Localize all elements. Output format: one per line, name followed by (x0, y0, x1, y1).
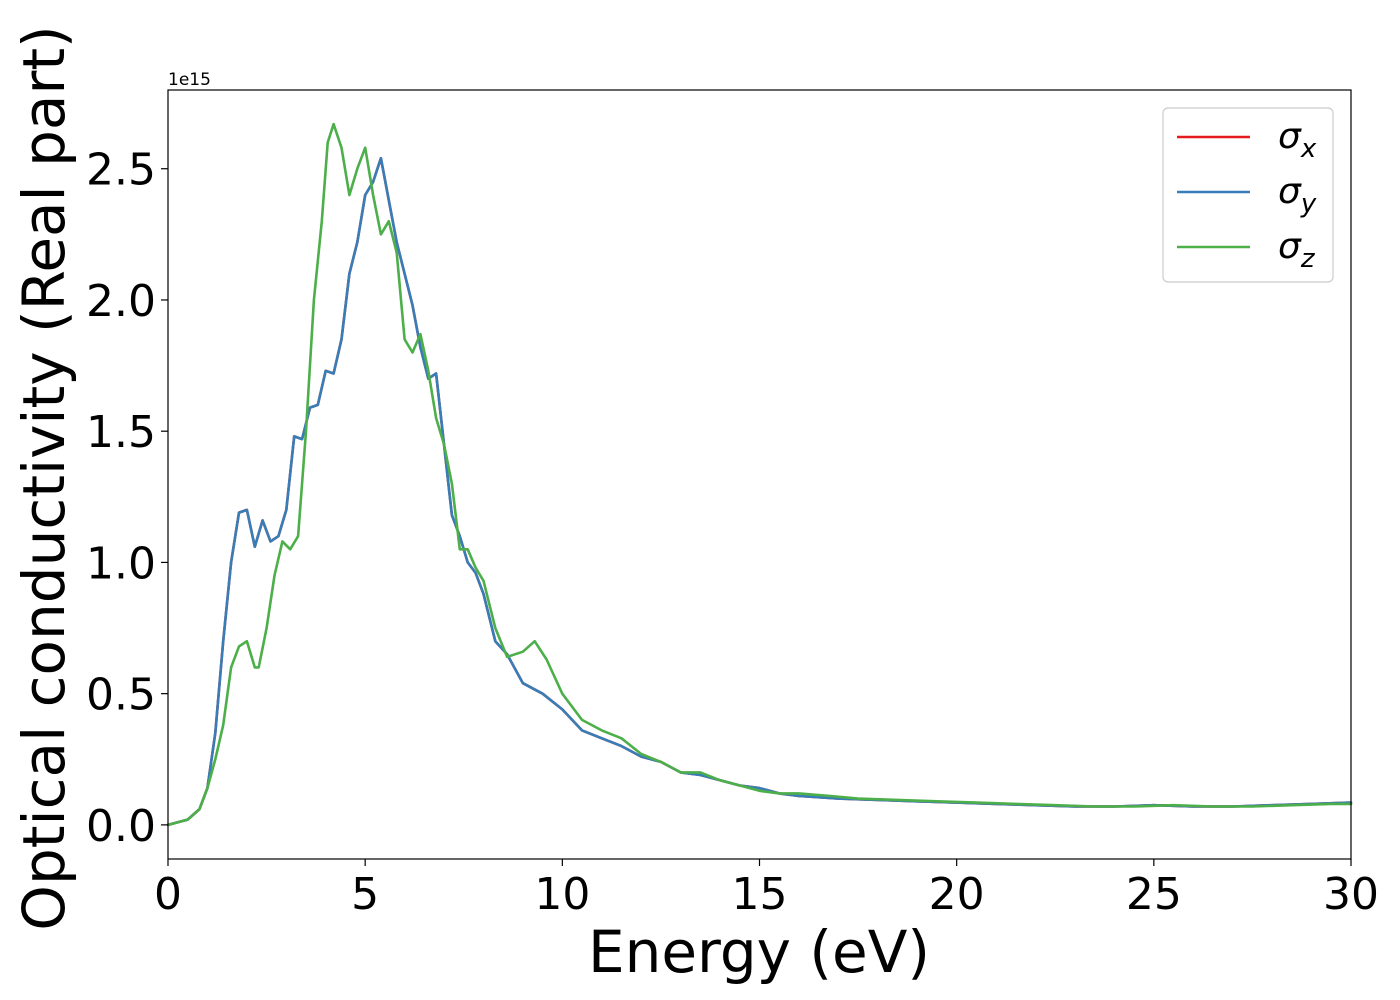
y-axis-title: Optical conductivity (Real part) (10, 25, 78, 930)
y-offset-label: 1e15 (168, 70, 211, 90)
legend-box (1162, 107, 1334, 283)
x-tick-label: 5 (351, 869, 379, 920)
series-line-z (166, 122, 1353, 827)
y-tick-label: 0.0 (86, 801, 156, 852)
series-lines (166, 122, 1353, 827)
x-tick-label: 25 (1126, 869, 1182, 920)
y-tick-label: 0.5 (86, 670, 156, 721)
y-tick-label: 1.5 (86, 407, 156, 458)
x-tick-label: 20 (929, 869, 985, 920)
legend-label-y: σy (1278, 171, 1317, 219)
y-tick-label: 2.5 (86, 145, 156, 196)
y-tick-label: 1.0 (86, 538, 156, 589)
legend-label-x: σx (1278, 116, 1317, 164)
x-tick-label: 30 (1323, 869, 1379, 920)
x-tick-label: 0 (154, 869, 182, 920)
x-tick-label: 10 (534, 869, 590, 920)
legend-label-z: σz (1278, 226, 1316, 274)
legend: σx σy σz (1162, 107, 1334, 283)
y-axis: 0.0 0.5 1.0 1.5 2.0 2.5 (86, 145, 168, 852)
x-axis: 0 5 10 15 20 25 30 (154, 859, 1379, 920)
y-tick-label: 2.0 (86, 276, 156, 327)
x-axis-title: Energy (eV) (588, 918, 930, 986)
x-tick-label: 15 (732, 869, 788, 920)
